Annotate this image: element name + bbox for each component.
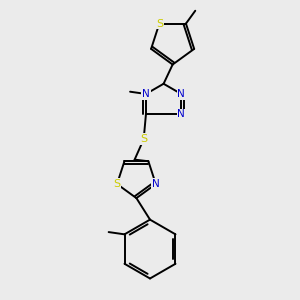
Text: N: N (177, 89, 185, 99)
Text: S: S (140, 134, 147, 144)
Text: S: S (113, 179, 121, 189)
Text: N: N (142, 89, 150, 99)
Text: N: N (152, 179, 160, 189)
Text: N: N (177, 109, 185, 119)
Text: S: S (156, 19, 163, 28)
